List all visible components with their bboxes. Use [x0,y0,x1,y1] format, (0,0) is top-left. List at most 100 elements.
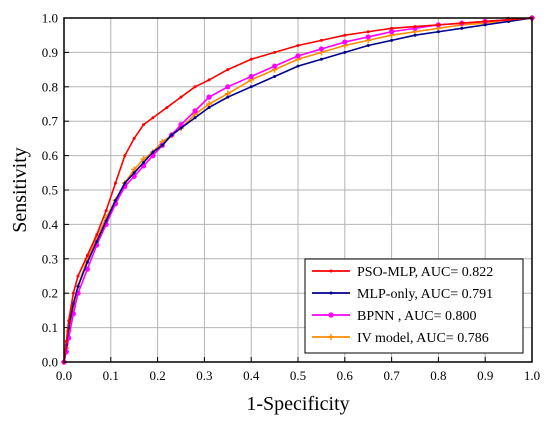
data-point [170,133,174,137]
data-point [273,74,277,78]
data-point [95,240,99,244]
data-point [273,50,277,54]
data-point [207,105,211,109]
data-point [151,116,155,120]
y-tick-label: 0.5 [42,183,58,198]
data-point [318,46,324,52]
data-point [319,38,323,42]
data-point [104,209,108,213]
data-point [67,319,71,323]
x-tick-label: 0.0 [56,368,72,383]
data-point [193,116,197,120]
data-point [343,33,347,37]
x-tick-label: 0.7 [383,368,400,383]
data-point [296,44,300,48]
data-point [390,26,394,30]
x-tick-label: 0.4 [243,368,260,383]
y-tick-label: 0.7 [42,114,59,129]
x-tick-label: 0.2 [149,368,165,383]
y-tick-label: 0.2 [42,286,58,301]
data-point [123,154,127,158]
legend-marker [329,269,333,273]
data-point [132,136,136,140]
data-point [319,57,323,61]
data-point [84,266,90,272]
y-axis-title: Sensitivity [9,147,31,233]
y-tick-label: 1.0 [42,11,58,26]
x-tick-labels: 0.0 0.1 0.2 0.3 0.4 0.5 0.6 0.7 0.8 0.9 1.0 [56,368,540,383]
data-point [104,219,108,223]
y-tick-label: 0.0 [42,355,58,370]
series-line [63,17,533,363]
data-point [225,84,231,90]
data-point [296,64,300,68]
data-point [76,284,80,288]
data-point [113,198,117,202]
data-point [343,50,347,54]
data-point [389,29,395,35]
data-point [113,181,117,185]
x-tick-label: 0.1 [103,368,119,383]
series-line [63,17,533,363]
data-point [179,95,183,99]
data-point [206,94,212,100]
data-point [507,18,511,22]
x-tick-label: 0.6 [337,368,354,383]
data-point [207,78,211,82]
data-point [436,30,440,34]
data-point [160,143,164,147]
data-point [71,291,75,295]
data-point [132,171,136,175]
data-point [460,21,464,25]
data-point [413,33,417,37]
data-point [95,233,99,237]
data-point [178,122,184,128]
x-tick-label: 0.3 [196,368,212,383]
data-point [390,38,394,42]
x-tick-label: 0.8 [430,368,446,383]
legend-item: MLP-only, AUC= 0.791 [312,287,493,302]
data-point [165,105,169,109]
data-point [295,53,301,59]
data-point [179,126,183,130]
y-tick-label: 0.9 [42,45,58,60]
data-point [248,73,254,80]
series-bpnn [61,15,535,365]
x-tick-label: 0.9 [477,368,493,383]
legend-marker [328,334,334,340]
y-tick-label: 0.3 [42,251,58,266]
legend-marker [329,291,333,295]
legend-item: BPNN , AUC= 0.800 [312,309,477,324]
legend-label: PSO-MLP, AUC= 0.822 [357,265,493,280]
legend: PSO-MLP, AUC= 0.822 MLP-only, AUC= 0.791 B… [304,258,524,354]
data-point [413,25,417,29]
data-point [193,85,197,89]
data-point [460,26,464,30]
series-lines [61,15,535,365]
data-point [85,260,89,264]
legend-label: BPNN , AUC= 0.800 [357,309,477,324]
x-axis-title: 1-Specificity [246,393,349,415]
data-point [64,339,68,343]
legend-marker [328,312,334,318]
data-point [249,57,253,61]
data-point [192,108,198,114]
y-tick-label: 0.8 [42,79,58,94]
x-tick-label: 1.0 [524,368,540,383]
data-point [366,30,370,34]
legend-label: IV model, AUC= 0.786 [357,331,489,346]
data-point [142,123,146,127]
data-point [85,253,89,257]
data-point [226,95,230,99]
x-tick-label: 0.5 [290,368,306,383]
data-point [76,274,80,278]
legend-item: IV model, AUC= 0.786 [312,331,489,346]
y-tick-label: 0.6 [42,148,59,163]
y-tick-label: 0.4 [42,217,59,232]
data-point [365,34,371,40]
series-line [63,17,533,363]
data-point [151,150,155,154]
plot-frame [63,17,533,363]
y-tick-labels: 0.0 0.1 0.2 0.3 0.4 0.5 0.6 0.7 0.8 0.9 1.0 [42,11,59,370]
